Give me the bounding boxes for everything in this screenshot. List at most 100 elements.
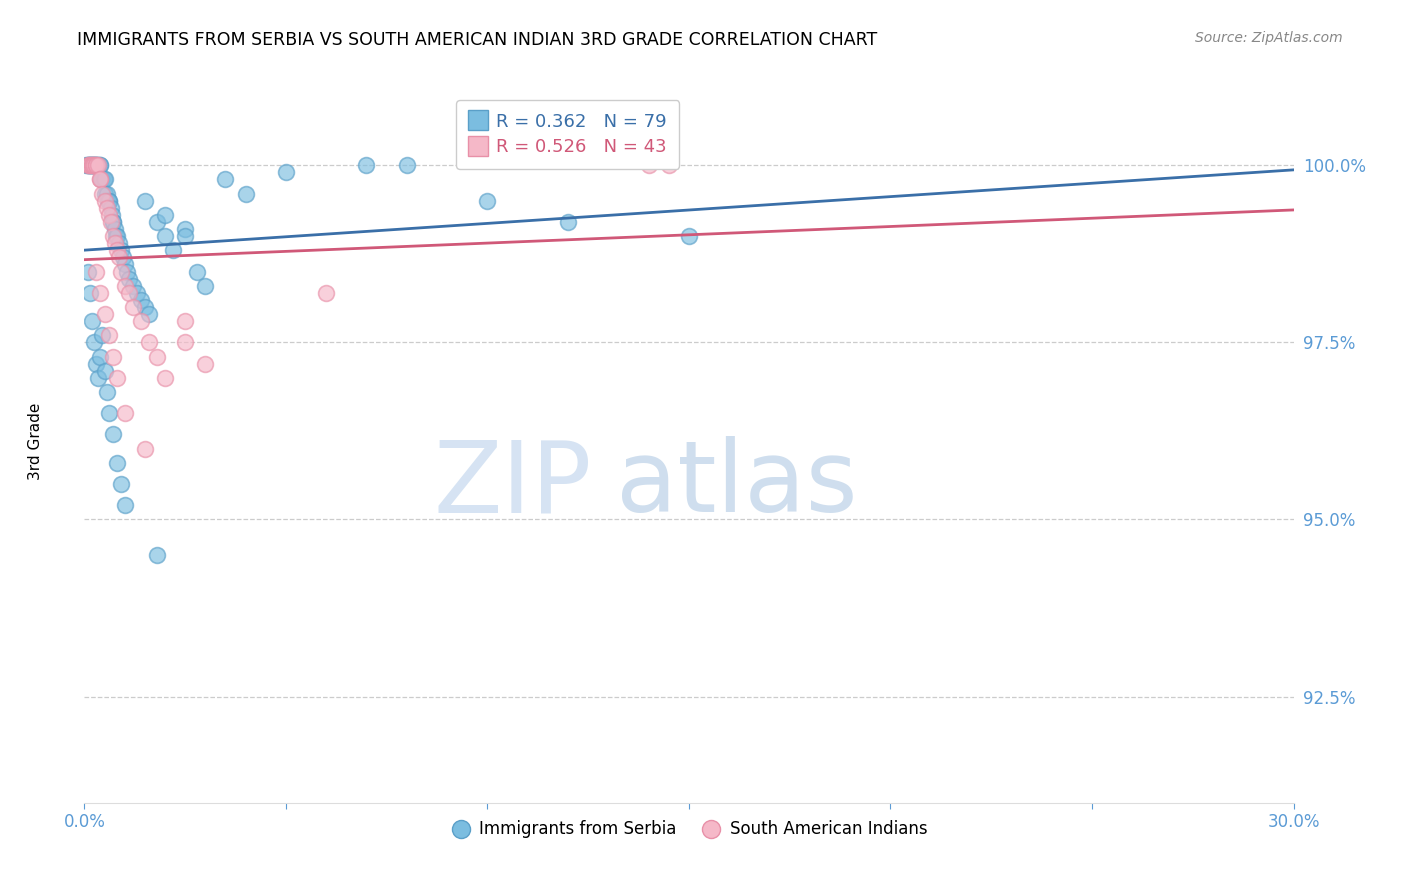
- Point: [79, 158, 101, 172]
- Point: [77, 158, 100, 172]
- Point: [80, 158, 103, 172]
- Point: [107, 236, 129, 251]
- Point: [77, 158, 100, 172]
- Point: [83, 158, 105, 172]
- Point: [91, 186, 114, 201]
- Point: [97, 328, 120, 343]
- Point: [105, 456, 128, 470]
- Point: [153, 229, 176, 244]
- Point: [101, 215, 124, 229]
- Point: [110, 477, 132, 491]
- Point: [89, 158, 111, 172]
- Point: [477, 194, 499, 208]
- Point: [86, 158, 108, 172]
- Point: [146, 215, 169, 229]
- Point: [77, 264, 100, 278]
- Point: [98, 194, 121, 208]
- Point: [93, 307, 115, 321]
- Point: [89, 158, 111, 172]
- Point: [104, 236, 127, 251]
- Point: [395, 158, 418, 172]
- Point: [91, 172, 114, 186]
- Point: [186, 264, 208, 278]
- Point: [110, 264, 132, 278]
- Point: [100, 215, 122, 229]
- Point: [637, 158, 659, 172]
- Point: [89, 285, 111, 300]
- Point: [87, 371, 110, 385]
- Point: [105, 229, 128, 244]
- Point: [82, 158, 104, 172]
- Point: [194, 278, 217, 293]
- Point: [101, 427, 124, 442]
- Point: [96, 201, 118, 215]
- Point: [93, 172, 115, 186]
- Point: [153, 371, 176, 385]
- Point: [174, 314, 197, 328]
- Point: [86, 357, 108, 371]
- Text: Source: ZipAtlas.com: Source: ZipAtlas.com: [1195, 31, 1343, 45]
- Point: [146, 548, 169, 562]
- Point: [93, 194, 115, 208]
- Point: [97, 406, 120, 420]
- Point: [89, 172, 111, 186]
- Point: [100, 201, 122, 215]
- Point: [87, 158, 110, 172]
- Point: [96, 186, 118, 201]
- Point: [153, 208, 176, 222]
- Point: [214, 172, 236, 186]
- Point: [129, 314, 152, 328]
- Point: [80, 158, 103, 172]
- Point: [82, 158, 104, 172]
- Point: [114, 278, 136, 293]
- Point: [89, 350, 111, 364]
- Point: [97, 208, 120, 222]
- Point: [162, 244, 184, 258]
- Point: [91, 328, 114, 343]
- Point: [82, 314, 104, 328]
- Point: [83, 158, 105, 172]
- Point: [111, 251, 134, 265]
- Point: [79, 158, 101, 172]
- Point: [79, 158, 101, 172]
- Point: [114, 406, 136, 420]
- Point: [84, 158, 107, 172]
- Point: [87, 158, 110, 172]
- Point: [134, 300, 156, 314]
- Point: [194, 357, 217, 371]
- Point: [129, 293, 152, 307]
- Point: [146, 350, 169, 364]
- Point: [114, 498, 136, 512]
- Point: [103, 215, 125, 229]
- Point: [83, 158, 105, 172]
- Point: [678, 229, 700, 244]
- Legend: Immigrants from Serbia, South American Indians: Immigrants from Serbia, South American I…: [444, 814, 934, 845]
- Point: [557, 215, 579, 229]
- Point: [115, 264, 138, 278]
- Point: [174, 335, 197, 350]
- Point: [138, 307, 160, 321]
- Text: 3rd Grade: 3rd Grade: [28, 403, 44, 480]
- Point: [174, 222, 197, 236]
- Point: [104, 222, 127, 236]
- Point: [86, 158, 108, 172]
- Point: [80, 158, 103, 172]
- Point: [110, 244, 132, 258]
- Point: [83, 335, 105, 350]
- Point: [83, 158, 105, 172]
- Point: [105, 371, 128, 385]
- Point: [274, 165, 297, 179]
- Text: IMMIGRANTS FROM SERBIA VS SOUTH AMERICAN INDIAN 3RD GRADE CORRELATION CHART: IMMIGRANTS FROM SERBIA VS SOUTH AMERICAN…: [77, 31, 877, 49]
- Point: [121, 300, 143, 314]
- Point: [76, 158, 98, 172]
- Point: [235, 186, 257, 201]
- Text: atlas: atlas: [616, 436, 858, 533]
- Point: [104, 229, 127, 244]
- Point: [658, 158, 681, 172]
- Point: [82, 158, 104, 172]
- Point: [90, 172, 112, 186]
- Point: [77, 158, 100, 172]
- Point: [97, 194, 120, 208]
- Text: ZIP: ZIP: [434, 436, 592, 533]
- Point: [93, 364, 115, 378]
